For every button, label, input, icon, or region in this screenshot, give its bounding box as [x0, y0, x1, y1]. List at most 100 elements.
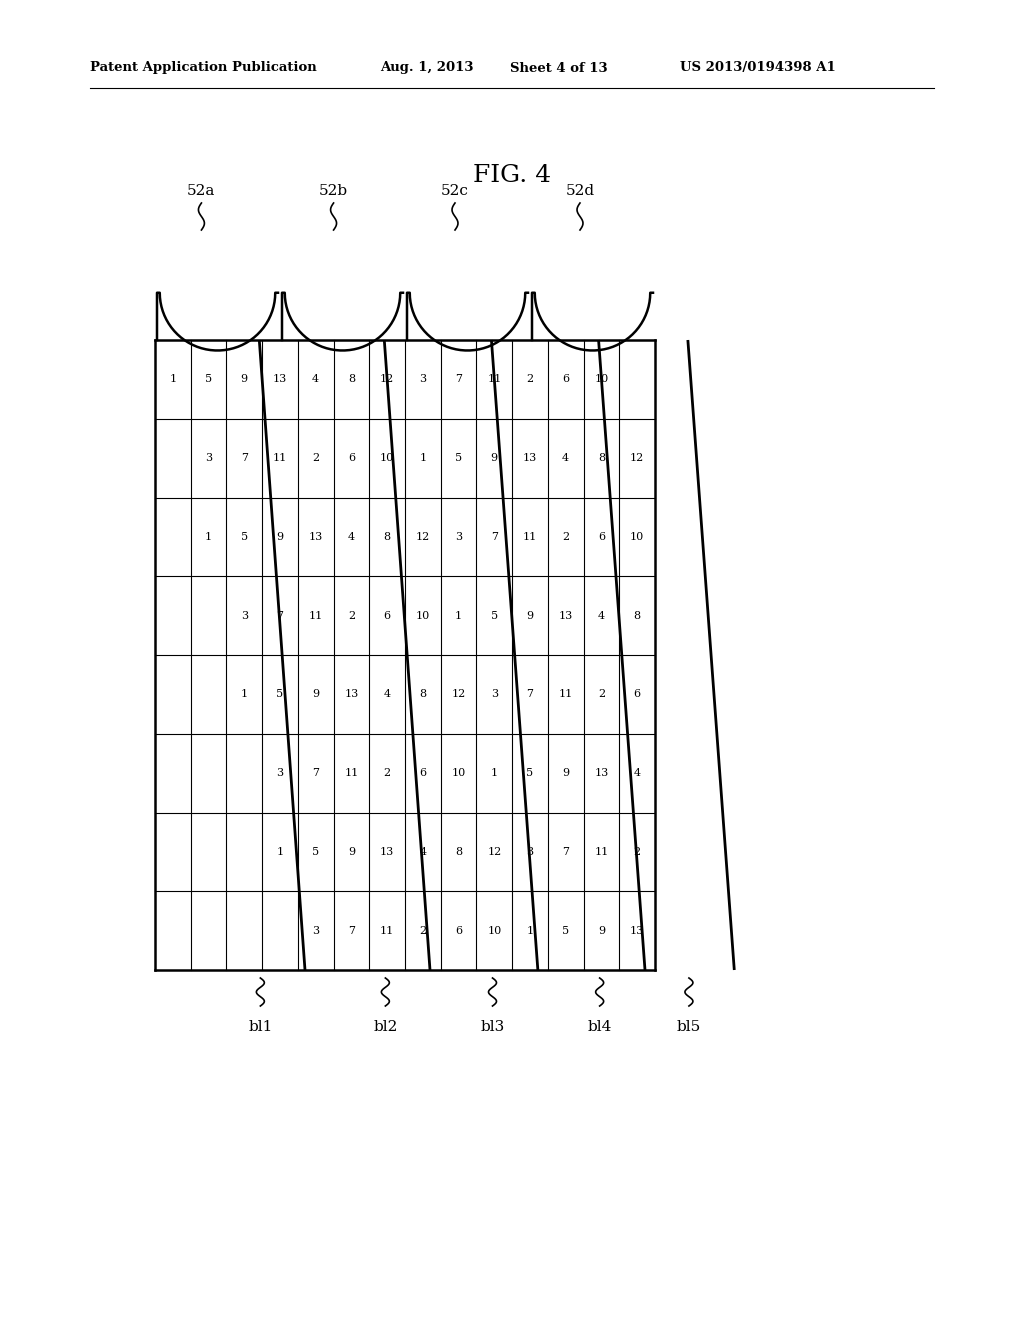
Text: 9: 9	[598, 925, 605, 936]
Text: Aug. 1, 2013: Aug. 1, 2013	[380, 62, 473, 74]
Text: 11: 11	[487, 375, 502, 384]
Text: 9: 9	[312, 689, 319, 700]
Text: 11: 11	[344, 768, 358, 777]
Text: 5: 5	[526, 768, 534, 777]
Text: 6: 6	[562, 375, 569, 384]
Text: Patent Application Publication: Patent Application Publication	[90, 62, 316, 74]
Text: 10: 10	[452, 768, 466, 777]
Text: 2: 2	[526, 375, 534, 384]
Text: 52d: 52d	[565, 183, 595, 198]
Text: 12: 12	[380, 375, 394, 384]
Text: 1: 1	[419, 453, 426, 463]
Text: 9: 9	[490, 453, 498, 463]
Text: 52b: 52b	[319, 183, 348, 198]
Text: US 2013/0194398 A1: US 2013/0194398 A1	[680, 62, 836, 74]
Text: 1: 1	[169, 375, 176, 384]
Text: 3: 3	[205, 453, 212, 463]
Text: 5: 5	[562, 925, 569, 936]
Text: 6: 6	[348, 453, 355, 463]
Text: FIG. 4: FIG. 4	[473, 164, 551, 186]
Text: 7: 7	[276, 611, 284, 620]
Text: 6: 6	[455, 925, 462, 936]
Text: 11: 11	[558, 689, 572, 700]
Text: 7: 7	[562, 847, 569, 857]
Text: 8: 8	[419, 689, 426, 700]
Text: 5: 5	[455, 453, 462, 463]
Text: 2: 2	[384, 768, 391, 777]
Text: 2: 2	[562, 532, 569, 543]
Text: 3: 3	[276, 768, 284, 777]
Text: 2: 2	[419, 925, 426, 936]
Text: 1: 1	[455, 611, 462, 620]
Text: 5: 5	[490, 611, 498, 620]
Text: bl4: bl4	[588, 1020, 611, 1034]
Text: 10: 10	[594, 375, 608, 384]
Text: 3: 3	[526, 847, 534, 857]
Text: 12: 12	[487, 847, 502, 857]
Text: bl1: bl1	[248, 1020, 272, 1034]
Text: 10: 10	[380, 453, 394, 463]
Text: 1: 1	[205, 532, 212, 543]
Text: bl5: bl5	[677, 1020, 701, 1034]
Text: 3: 3	[419, 375, 426, 384]
Text: 4: 4	[348, 532, 355, 543]
Text: 2: 2	[634, 847, 641, 857]
Text: 6: 6	[598, 532, 605, 543]
Text: 3: 3	[241, 611, 248, 620]
Text: 8: 8	[348, 375, 355, 384]
Text: 52c: 52c	[441, 183, 469, 198]
Text: 7: 7	[348, 925, 355, 936]
Text: 4: 4	[419, 847, 426, 857]
Text: 11: 11	[594, 847, 608, 857]
Text: 13: 13	[272, 375, 287, 384]
Text: 1: 1	[526, 925, 534, 936]
Text: 12: 12	[630, 453, 644, 463]
Text: 6: 6	[634, 689, 641, 700]
Text: 3: 3	[455, 532, 462, 543]
Text: 5: 5	[241, 532, 248, 543]
Text: 9: 9	[241, 375, 248, 384]
Text: 7: 7	[312, 768, 319, 777]
Text: 3: 3	[312, 925, 319, 936]
Text: 11: 11	[308, 611, 323, 620]
Text: 1: 1	[276, 847, 284, 857]
Text: 7: 7	[490, 532, 498, 543]
Text: 4: 4	[598, 611, 605, 620]
Text: 12: 12	[452, 689, 466, 700]
Text: 8: 8	[634, 611, 641, 620]
Text: 7: 7	[526, 689, 534, 700]
Text: 11: 11	[272, 453, 287, 463]
Text: 11: 11	[380, 925, 394, 936]
Text: Sheet 4 of 13: Sheet 4 of 13	[510, 62, 607, 74]
Text: 10: 10	[630, 532, 644, 543]
Text: 5: 5	[205, 375, 212, 384]
Text: 13: 13	[630, 925, 644, 936]
Text: 8: 8	[455, 847, 462, 857]
Text: 2: 2	[348, 611, 355, 620]
Text: 52a: 52a	[187, 183, 216, 198]
Text: bl2: bl2	[373, 1020, 397, 1034]
Text: 10: 10	[487, 925, 502, 936]
Text: 4: 4	[634, 768, 641, 777]
Text: 9: 9	[526, 611, 534, 620]
Text: 1: 1	[241, 689, 248, 700]
Text: 5: 5	[312, 847, 319, 857]
Text: 9: 9	[348, 847, 355, 857]
Text: 12: 12	[416, 532, 430, 543]
Text: 3: 3	[490, 689, 498, 700]
Text: 6: 6	[384, 611, 391, 620]
Text: 8: 8	[384, 532, 391, 543]
Text: 9: 9	[276, 532, 284, 543]
Text: 8: 8	[598, 453, 605, 463]
Text: 13: 13	[380, 847, 394, 857]
Text: 13: 13	[594, 768, 608, 777]
Text: 13: 13	[523, 453, 538, 463]
Text: 9: 9	[562, 768, 569, 777]
Text: 2: 2	[598, 689, 605, 700]
Text: 4: 4	[562, 453, 569, 463]
Text: 2: 2	[312, 453, 319, 463]
Text: bl3: bl3	[480, 1020, 505, 1034]
Text: 13: 13	[558, 611, 572, 620]
Text: 5: 5	[276, 689, 284, 700]
Text: 4: 4	[384, 689, 391, 700]
